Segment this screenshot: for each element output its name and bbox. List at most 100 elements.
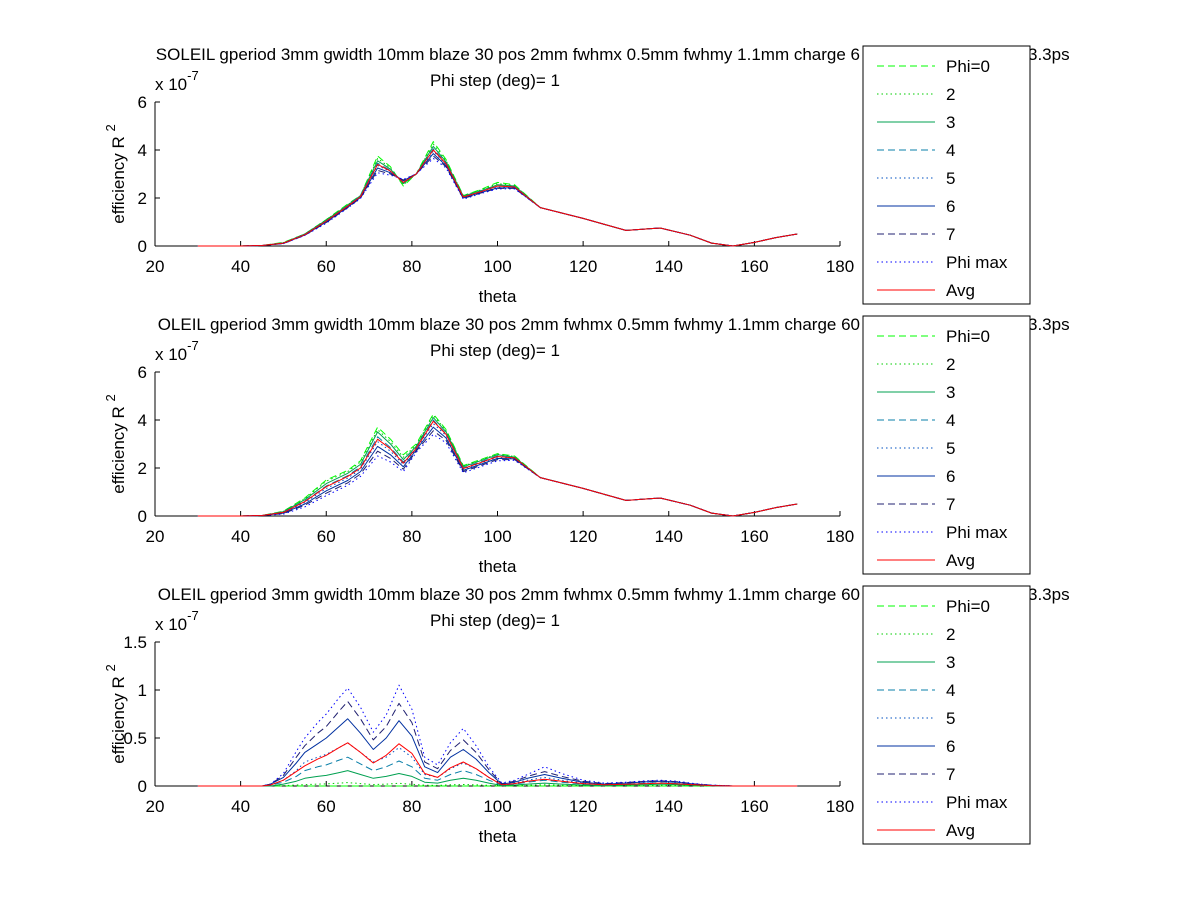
x-tick-label: 80 xyxy=(402,797,421,816)
series-line-phi-max xyxy=(197,157,798,247)
x-tick-label: 100 xyxy=(483,257,511,276)
series-line-2 xyxy=(197,143,798,247)
legend-label: 7 xyxy=(946,225,955,244)
x-tick-label: 60 xyxy=(317,257,336,276)
legend-label: Phi max xyxy=(946,253,1008,272)
legend-label: 7 xyxy=(946,765,955,784)
series-line-phi-0 xyxy=(197,141,798,247)
legend-label: Phi=0 xyxy=(946,57,990,76)
x-axis-label: theta xyxy=(479,287,517,306)
series-line-5 xyxy=(197,742,798,787)
series-line-6 xyxy=(197,426,798,517)
y-tick-label: 0 xyxy=(138,777,147,796)
y-tick-label: 6 xyxy=(138,93,147,112)
legend-label: 5 xyxy=(946,439,955,458)
series-line-7 xyxy=(197,155,798,247)
legend: Phi=0 2 3 4 5 6 7 Phi max Avg xyxy=(862,315,1031,575)
x-tick-label: 20 xyxy=(146,257,165,276)
legend-label: Phi=0 xyxy=(946,597,990,616)
legend-label: 4 xyxy=(946,411,955,430)
y-tick-label: 2 xyxy=(138,459,147,478)
series-line-5 xyxy=(197,150,798,247)
legend-label: 5 xyxy=(946,169,955,188)
series-line-5 xyxy=(197,423,798,517)
x-tick-label: 60 xyxy=(317,527,336,546)
subplot-1: 20 40 60 80 100 120 140 160 180 0 2 4 6 x 10-7 efficie… xyxy=(103,45,1070,306)
x-tick-label: 100 xyxy=(483,797,511,816)
x-tick-label: 140 xyxy=(655,527,683,546)
x-tick-label: 120 xyxy=(569,257,597,276)
x-tick-label: 40 xyxy=(231,527,250,546)
legend: Phi=0 2 3 4 5 6 7 Phi max Avg xyxy=(862,45,1031,305)
y-tick-label: 4 xyxy=(138,141,147,160)
x-tick-label: 80 xyxy=(402,527,421,546)
x-tick-label: 180 xyxy=(826,257,854,276)
y-tick-label: 6 xyxy=(138,363,147,382)
x-tick-label: 180 xyxy=(826,797,854,816)
legend-label: 4 xyxy=(946,141,955,160)
chart-title-tail: 3.3ps xyxy=(1028,45,1070,64)
x-tick-label: 140 xyxy=(655,797,683,816)
legend-label: Avg xyxy=(946,281,975,300)
chart-subtitle: Phi step (deg)= 1 xyxy=(430,341,560,360)
axis-exponent-label: x 10-7 xyxy=(155,68,199,94)
x-tick-label: 180 xyxy=(826,527,854,546)
y-axis-label: efficiency R 2 xyxy=(103,664,128,764)
y-axis-label: efficiency R 2 xyxy=(103,394,128,494)
series-line-avg xyxy=(197,742,798,787)
legend-label: 2 xyxy=(946,625,955,644)
y-tick-label: 1 xyxy=(138,681,147,700)
x-tick-label: 120 xyxy=(569,797,597,816)
y-tick-label: 4 xyxy=(138,411,147,430)
legend-label: Phi=0 xyxy=(946,327,990,346)
legend-label: Phi max xyxy=(946,523,1008,542)
y-tick-label: 0.5 xyxy=(123,729,147,748)
subplot-2: 20 40 60 80 100 120 140 160 180 0 2 4 6 x 10-7 efficie… xyxy=(103,315,1070,576)
legend-label: 3 xyxy=(946,113,955,132)
series-group xyxy=(197,141,798,247)
series-line-6 xyxy=(197,153,798,247)
chart-title: SOLEIL gperiod 3mm gwidth 10mm blaze 30 … xyxy=(156,45,860,64)
series-line-7 xyxy=(197,430,798,517)
x-axis-label: theta xyxy=(479,557,517,576)
series-line-avg xyxy=(197,149,798,247)
legend-label: 3 xyxy=(946,383,955,402)
x-tick-label: 140 xyxy=(655,257,683,276)
series-line-6 xyxy=(197,718,798,787)
legend-box xyxy=(862,315,1031,575)
y-axis-label: efficiency R 2 xyxy=(103,124,128,224)
x-tick-label: 160 xyxy=(740,527,768,546)
legend-box xyxy=(862,45,1031,305)
series-line-4 xyxy=(197,756,798,787)
legend-label: 2 xyxy=(946,355,955,374)
chart-subtitle: Phi step (deg)= 1 xyxy=(430,611,560,630)
legend-label: 7 xyxy=(946,495,955,514)
legend-label: 5 xyxy=(946,709,955,728)
legend-label: 6 xyxy=(946,737,955,756)
legend-label: Avg xyxy=(946,551,975,570)
series-line-3 xyxy=(197,145,798,247)
x-tick-label: 100 xyxy=(483,527,511,546)
x-tick-label: 160 xyxy=(740,797,768,816)
legend-label: Avg xyxy=(946,821,975,840)
series-line-phi-0 xyxy=(197,413,798,517)
series-group xyxy=(197,684,798,787)
legend: Phi=0 2 3 4 5 6 7 Phi max Avg xyxy=(862,585,1031,845)
series-group xyxy=(197,413,798,517)
legend-label: 3 xyxy=(946,653,955,672)
chart-title: OLEIL gperiod 3mm gwidth 10mm blaze 30 p… xyxy=(158,315,860,334)
legend-label: 4 xyxy=(946,681,955,700)
series-line-phi-max xyxy=(197,433,798,517)
x-tick-label: 120 xyxy=(569,527,597,546)
legend-box xyxy=(862,585,1031,845)
legend-label: 6 xyxy=(946,197,955,216)
x-tick-label: 20 xyxy=(146,797,165,816)
legend-label: 2 xyxy=(946,85,955,104)
x-axis-label: theta xyxy=(479,827,517,846)
legend-label: Phi max xyxy=(946,793,1008,812)
chart-title: OLEIL gperiod 3mm gwidth 10mm blaze 30 p… xyxy=(158,585,860,604)
series-line-2 xyxy=(197,414,798,517)
x-tick-label: 20 xyxy=(146,527,165,546)
axis-exponent-label: x 10-7 xyxy=(155,608,199,634)
